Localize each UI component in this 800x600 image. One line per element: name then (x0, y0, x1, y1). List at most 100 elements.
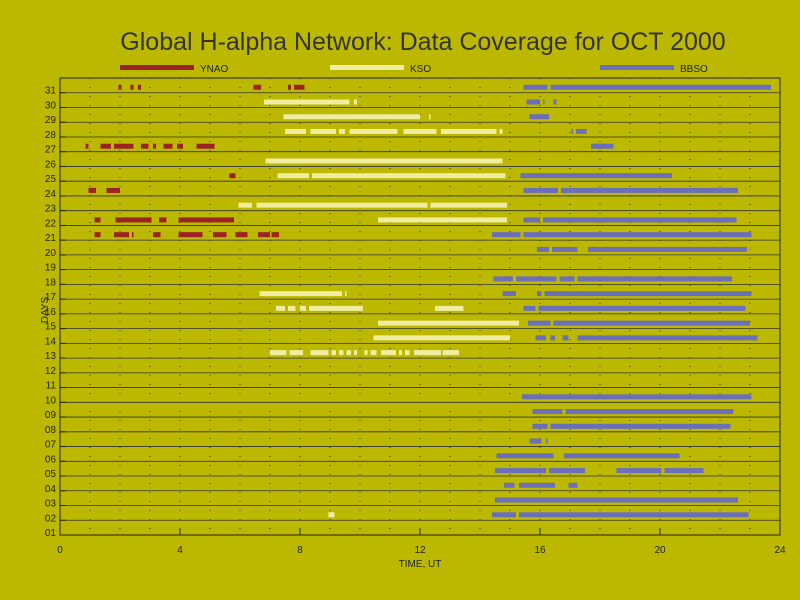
coverage-segment (235, 232, 248, 238)
x-tick-label: 0 (57, 545, 63, 556)
x-tick-label: 8 (297, 545, 303, 556)
coverage-segment (532, 409, 563, 415)
coverage-segment (328, 512, 335, 518)
coverage-segment (345, 291, 347, 297)
coverage-segment (414, 350, 441, 356)
coverage-segment (118, 84, 122, 90)
coverage-segment (550, 84, 771, 90)
coverage-segment (553, 320, 750, 326)
y-tick-label: 07 (45, 440, 57, 451)
coverage-segment (523, 305, 536, 311)
y-tick-label: 30 (45, 100, 57, 111)
coverage-segment (178, 232, 203, 238)
coverage-segment (616, 468, 662, 474)
coverage-segment (442, 350, 459, 356)
legend-swatch-bbso (600, 65, 674, 70)
coverage-segment (88, 187, 96, 193)
coverage-segment (564, 453, 680, 459)
legend-label-bbso: BBSO (680, 64, 708, 75)
coverage-segment (114, 143, 134, 149)
coverage-segment (259, 291, 342, 297)
coverage-segment (354, 350, 357, 356)
coverage-segment (537, 246, 549, 252)
coverage-segment (493, 276, 513, 282)
coverage-segment (546, 438, 548, 444)
y-tick-label: 13 (45, 351, 57, 362)
x-tick-label: 16 (534, 545, 546, 556)
y-tick-label: 18 (45, 277, 57, 288)
y-tick-label: 04 (45, 484, 57, 495)
coverage-segment (528, 320, 551, 326)
coverage-segment (523, 84, 548, 90)
coverage-segment (529, 438, 542, 444)
coverage-bars (85, 84, 771, 518)
coverage-segment (276, 305, 285, 311)
x-tick-label: 4 (177, 545, 183, 556)
coverage-segment (177, 143, 183, 149)
y-tick-label: 01 (45, 528, 57, 539)
coverage-segment (178, 217, 234, 223)
y-tick-label: 17 (45, 292, 57, 303)
x-axis-label: TIME, UT (399, 559, 442, 570)
coverage-segment (85, 143, 89, 149)
coverage-segment (403, 128, 437, 134)
coverage-segment (495, 497, 738, 503)
y-tick-label: 21 (45, 233, 57, 244)
coverage-segment (289, 350, 303, 356)
coverage-segment (370, 350, 377, 356)
y-tick-label: 05 (45, 469, 57, 480)
y-tick-label: 03 (45, 499, 57, 510)
y-tick-label: 29 (45, 115, 57, 126)
coverage-segment (492, 512, 516, 518)
coverage-segment (378, 217, 507, 223)
coverage-segment (588, 246, 747, 252)
y-tick-label: 24 (45, 189, 57, 200)
y-tick-label: 20 (45, 248, 57, 259)
coverage-segment (405, 350, 410, 356)
y-tick-label: 11 (46, 381, 57, 392)
series-bbso (492, 84, 771, 518)
legend-swatch-kso (330, 65, 404, 70)
coverage-segment (526, 99, 540, 105)
y-tick-label: 08 (45, 425, 57, 436)
coverage-segment (310, 350, 329, 356)
coverage-segment (532, 423, 548, 429)
coverage-segment (364, 350, 368, 356)
coverage-segment (568, 482, 578, 488)
y-axis: 01 02 03 04 05 06 07 08 09 10 11 12 13 14 15 16 17 18 19 20… (45, 86, 66, 539)
x-tick-label: 24 (774, 545, 786, 556)
coverage-segment (196, 143, 215, 149)
y-tick-label: 02 (45, 513, 57, 524)
coverage-segment (399, 350, 402, 356)
coverage-segment (441, 128, 497, 134)
coverage-segment (576, 128, 587, 134)
legend-label-kso: KSO (410, 64, 431, 75)
coverage-segment (562, 335, 569, 341)
coverage-segment (519, 512, 749, 518)
coverage-segment (523, 187, 558, 193)
coverage-segment (519, 482, 555, 488)
coverage-segment (495, 468, 546, 474)
grid (60, 78, 780, 535)
coverage-segment (300, 305, 306, 311)
coverage-segment (378, 320, 519, 326)
coverage-segment (496, 453, 554, 459)
series-ynao (85, 84, 305, 238)
coverage-segment (132, 232, 134, 238)
coverage-segment (159, 217, 167, 223)
coverage-segment (264, 99, 350, 105)
x-axis: 0 4 8 12 16 20 24 (57, 529, 786, 556)
coverage-segment (373, 335, 510, 341)
coverage-segment (516, 276, 557, 282)
coverage-segment (577, 276, 732, 282)
y-tick-label: 26 (45, 159, 57, 170)
legend: YNAO KSO BBSO (120, 64, 708, 75)
coverage-segment (94, 232, 101, 238)
coverage-segment (535, 335, 546, 341)
coverage-segment (130, 84, 134, 90)
legend-swatch-ynao (120, 65, 194, 70)
coverage-segment (138, 84, 141, 90)
coverage-segment (339, 128, 345, 134)
coverage-segment (543, 217, 737, 223)
